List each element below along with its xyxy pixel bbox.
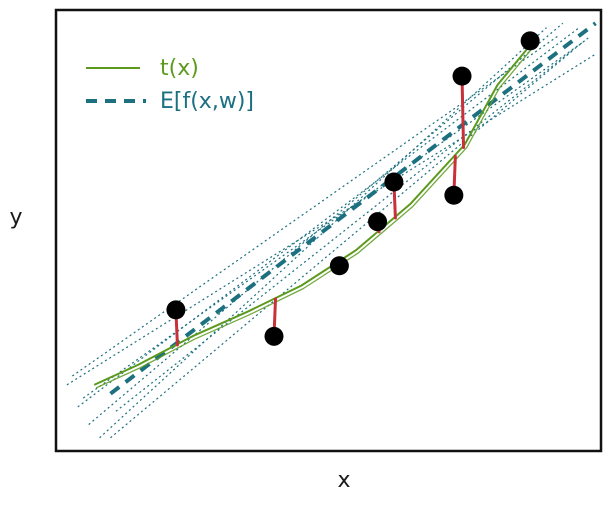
y-axis-label: y	[9, 205, 22, 230]
data-point	[444, 185, 464, 205]
sample-line	[110, 49, 575, 439]
data-point	[452, 66, 472, 86]
sample-line	[66, 53, 596, 386]
data-point	[264, 326, 284, 346]
sample-line	[88, 22, 564, 425]
data-point	[368, 212, 388, 232]
residual-segment	[460, 74, 466, 149]
legend-label-mean-prediction: E[f(x,w)]	[160, 89, 254, 114]
data-point	[520, 31, 540, 51]
sample-line	[72, 35, 558, 377]
mean-prediction-line	[109, 21, 597, 396]
legend-label-true-function: t(x)	[160, 56, 199, 81]
true-function-line-stroke	[95, 47, 533, 389]
mean-line-layer	[109, 21, 597, 396]
true-function-line	[93, 44, 531, 386]
legend: t(x) E[f(x,w)]	[86, 56, 254, 114]
data-point	[384, 172, 404, 192]
x-axis-label: x	[337, 468, 350, 493]
sample-line	[99, 27, 547, 439]
data-point	[329, 256, 349, 276]
plot-frame	[54, 8, 603, 453]
true-function-layer	[93, 44, 533, 389]
sample-line	[115, 35, 591, 412]
data-point	[166, 300, 186, 320]
sample-lines	[66, 22, 596, 439]
data-points	[166, 31, 540, 346]
